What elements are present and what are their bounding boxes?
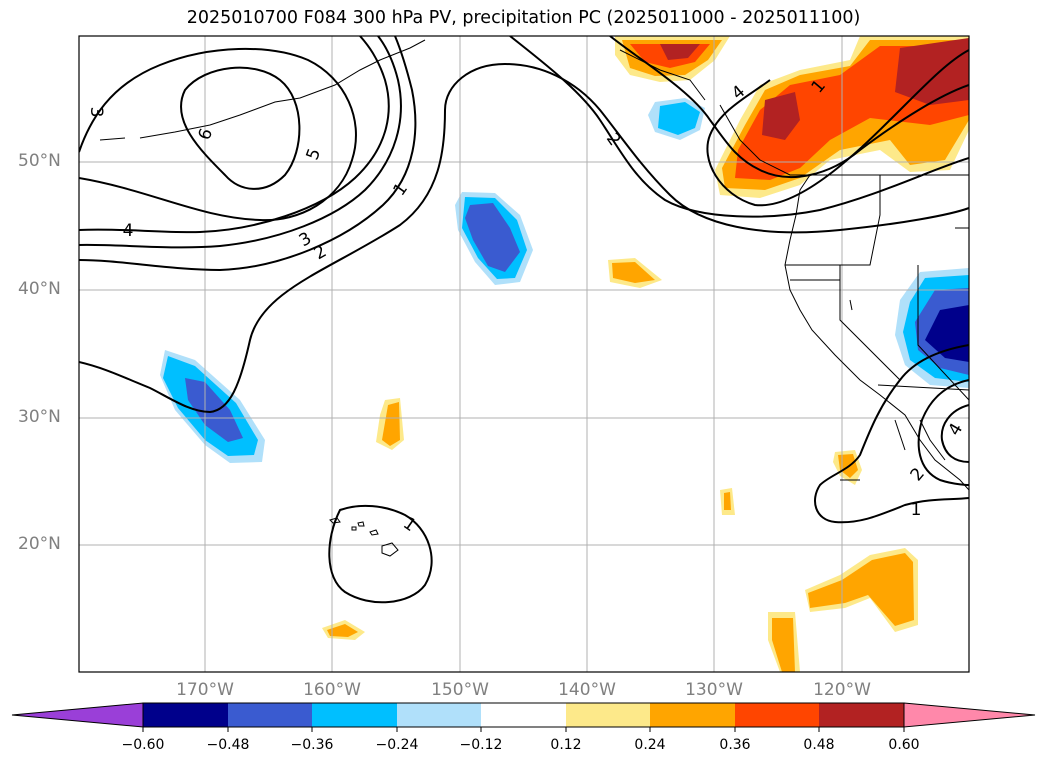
pv-label: 2 [602, 129, 625, 149]
colorbar-under-triangle [11, 702, 144, 728]
colorbar-tick: −0.24 [375, 737, 419, 753]
pv-label: 6 [195, 126, 217, 143]
colorbar-over-triangle [903, 702, 1036, 728]
pv-label: 3 [86, 107, 106, 118]
pv-label: 1 [911, 500, 922, 520]
pv-contours [79, 36, 969, 604]
colorbar-tick: 0.24 [634, 737, 666, 753]
colorbar-tick: −0.48 [206, 737, 250, 753]
colorbar-tick: 0.12 [550, 737, 582, 753]
colorbar-tick: 0.48 [803, 737, 835, 753]
hawaii-islands [329, 517, 399, 557]
map-frame [78, 35, 970, 673]
map-title: 2025010700 F084 300 hPa PV, precipitatio… [186, 8, 861, 28]
lon-label-150w: 150°W [431, 680, 489, 700]
colorbar-tick: −0.36 [290, 737, 334, 753]
lat-label-20n: 20°N [18, 534, 61, 554]
pv-label: 5 [303, 146, 325, 163]
pv-label: 4 [728, 82, 749, 104]
colorbar-tick: 0.60 [888, 737, 920, 753]
pv-label: 2 [311, 241, 330, 264]
lon-label-120w: 120°W [813, 680, 871, 700]
lon-label-160w: 160°W [303, 680, 361, 700]
lon-label-140w: 140°W [558, 680, 616, 700]
colorbar [11, 702, 1036, 732]
pv-label: 4 [123, 221, 134, 241]
lat-label-40n: 40°N [18, 279, 61, 299]
precip-shading [160, 36, 969, 672]
gridlines [79, 36, 969, 672]
colorbar-tick: −0.60 [121, 737, 165, 753]
lon-label-130w: 130°W [685, 680, 743, 700]
colorbar-tick: −0.12 [459, 737, 503, 753]
lat-label-50n: 50°N [18, 151, 61, 171]
lon-label-170w: 170°W [176, 680, 234, 700]
pv-label: 4 [944, 420, 967, 439]
lat-label-30n: 30°N [18, 407, 61, 427]
colorbar-tick: 0.36 [719, 737, 751, 753]
